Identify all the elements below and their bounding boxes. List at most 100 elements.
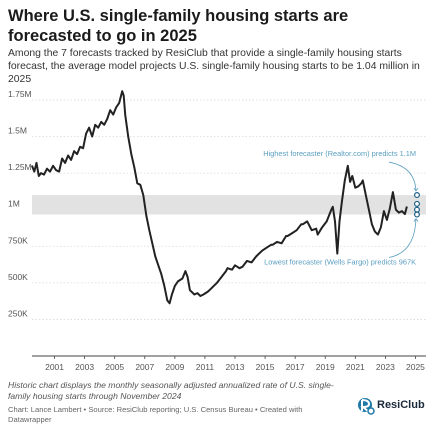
data-point [124, 114, 126, 116]
data-point [392, 191, 394, 193]
data-point [103, 124, 105, 126]
data-point [171, 293, 173, 296]
data-point [82, 147, 84, 149]
forecast-point [413, 192, 420, 199]
data-point [133, 166, 135, 168]
data-point [166, 299, 168, 301]
data-point [49, 171, 51, 173]
data-point [189, 289, 191, 291]
data-point [330, 209, 332, 211]
y-tick-label: 1.5M [8, 126, 27, 136]
data-point [196, 292, 198, 294]
data-point [241, 266, 244, 268]
data-point [115, 106, 117, 108]
data-point [276, 241, 278, 243]
y-tick-label: 750K [8, 235, 28, 245]
data-point [109, 109, 111, 111]
data-point [226, 267, 229, 269]
data-point [246, 260, 248, 262]
chart-title: Where U.S. single-family housing starts … [8, 7, 349, 45]
data-point [306, 220, 308, 222]
data-point [43, 174, 45, 176]
annotation-layer: Highest forecaster (Realtor.com) predict… [263, 149, 419, 267]
data-point [398, 212, 400, 214]
data-point [386, 219, 388, 221]
data-point [365, 194, 367, 196]
annotation-low: Lowest forecaster (Wells Fargo) predicts… [264, 258, 416, 267]
data-point [383, 210, 385, 212]
annotation-high-arrowhead [413, 187, 419, 192]
data-point [404, 213, 406, 215]
data-point [46, 168, 48, 170]
data-point [151, 242, 153, 244]
x-tick-label: 2001 [45, 362, 64, 372]
data-point [257, 254, 259, 256]
data-point [380, 226, 382, 228]
data-point [73, 150, 75, 152]
data-point [127, 135, 129, 138]
data-point [344, 179, 346, 181]
resiclub-logo-icon [358, 398, 375, 415]
data-point [395, 209, 397, 211]
data-point [181, 277, 183, 280]
data-point [334, 220, 336, 222]
data-point [357, 185, 359, 187]
x-tick-label: 2017 [286, 362, 305, 372]
data-point [85, 133, 87, 135]
data-point [58, 171, 60, 173]
data-point [174, 285, 176, 287]
forecast-point [413, 206, 420, 213]
data-point [94, 124, 96, 126]
data-point [142, 194, 144, 196]
data-point [225, 270, 227, 272]
data-point [88, 127, 90, 129]
data-point [281, 242, 283, 244]
data-point [100, 121, 102, 123]
data-point [261, 250, 263, 252]
x-tick-label: 2009 [165, 362, 184, 372]
data-point [67, 154, 69, 157]
x-axis: 2001 2003 2005 2007 2009 2011 2013 2015 2017 2019… [32, 355, 426, 372]
forecast-point [413, 200, 420, 207]
data-point [287, 235, 289, 237]
data-point [272, 244, 274, 246]
series-line [31, 90, 408, 305]
data-point [163, 285, 165, 287]
data-point [157, 264, 159, 266]
x-tick-label: 2023 [376, 362, 395, 372]
data-point [106, 118, 108, 120]
data-point [130, 153, 132, 155]
data-point [64, 162, 66, 164]
data-point [371, 223, 373, 225]
data-point [406, 206, 408, 208]
chart-source: Chart: Lance Lambert • Source: ResiClub … [8, 405, 303, 424]
data-point [332, 206, 334, 208]
data-point [291, 232, 293, 234]
data-point [251, 261, 253, 263]
data-point [121, 90, 123, 92]
data-point [349, 181, 351, 183]
data-point [255, 255, 257, 258]
data-point [401, 210, 403, 212]
data-point [336, 253, 338, 255]
data-point [52, 165, 54, 167]
data-point [234, 264, 236, 266]
series-layer [31, 90, 408, 305]
data-point [368, 209, 370, 211]
data-point [193, 293, 195, 296]
data-point [76, 153, 78, 155]
chart-notes: Historic chart displays the monthly seas… [8, 380, 334, 401]
y-tick-label: 1.25M [8, 162, 32, 172]
data-point [112, 114, 114, 116]
data-point [61, 157, 63, 160]
y-tick-label: 1M [8, 199, 20, 209]
annotation-low-arrowhead [413, 218, 419, 222]
data-point [321, 226, 323, 228]
data-point [362, 179, 364, 181]
annotation-high: Highest forecaster (Realtor.com) predict… [263, 149, 416, 158]
data-point [118, 102, 120, 104]
data-point [148, 229, 150, 231]
x-tick-label: 2021 [346, 362, 365, 372]
data-point [40, 172, 42, 174]
